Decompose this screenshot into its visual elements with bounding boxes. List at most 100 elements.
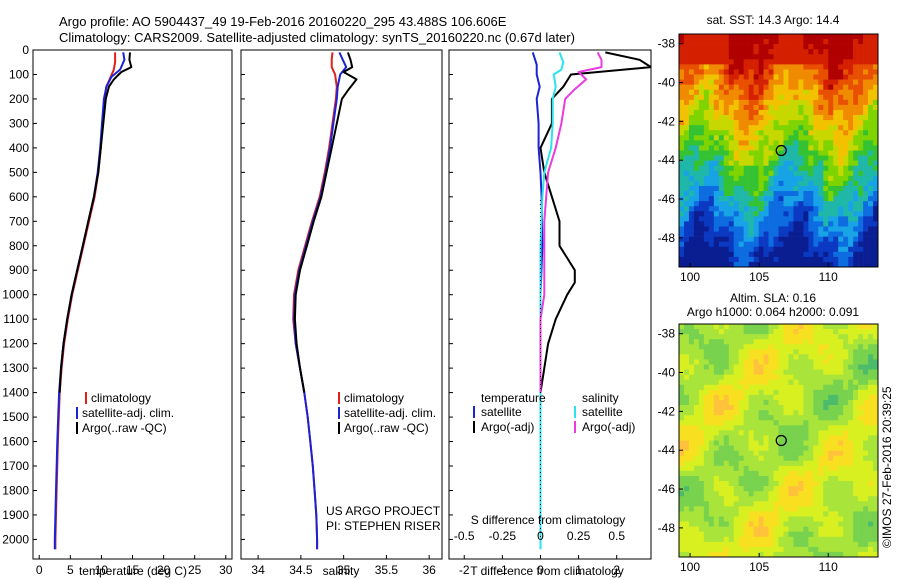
map-cell <box>778 196 784 202</box>
map-cell <box>863 496 869 502</box>
map-cell <box>768 140 774 146</box>
map-cell <box>703 94 710 101</box>
map-cell <box>823 389 829 396</box>
map-cell <box>798 160 804 166</box>
map-cell <box>868 481 874 487</box>
map-cell <box>738 546 744 553</box>
map-cell <box>868 344 874 350</box>
map-cell <box>718 180 725 187</box>
map-cell <box>703 536 710 543</box>
map-cell <box>768 384 774 391</box>
map-cell <box>773 180 779 187</box>
map-cell <box>818 34 824 40</box>
map-cell <box>723 364 730 370</box>
map-cell <box>823 170 829 177</box>
map-cell <box>803 364 809 370</box>
map-cell <box>823 49 829 55</box>
map-y-tick-label: -44 <box>658 443 676 457</box>
map-cell <box>693 430 700 436</box>
map-cell <box>728 475 735 482</box>
map-cell <box>758 526 764 532</box>
map-cell <box>763 109 769 116</box>
map-cell <box>703 54 710 60</box>
map-cell <box>683 511 690 517</box>
map-cell <box>683 445 690 451</box>
map-cell <box>843 425 849 431</box>
map-cell <box>843 546 849 553</box>
map-cell <box>738 379 744 386</box>
map-cell <box>853 551 859 558</box>
map-cell <box>723 211 730 217</box>
map-cell <box>723 170 730 177</box>
map-cell <box>753 160 759 166</box>
map-cell <box>713 231 720 237</box>
map-cell <box>808 145 814 151</box>
map-cell <box>838 445 844 451</box>
map-cell <box>823 410 829 416</box>
map-cell <box>823 349 829 355</box>
map-cell <box>823 420 829 426</box>
map-cell <box>788 59 794 65</box>
map-cell <box>738 226 744 232</box>
map-cell <box>693 99 700 106</box>
map-cell <box>703 251 710 258</box>
map-cell <box>798 384 804 391</box>
map-cell <box>808 94 814 101</box>
map-cell <box>688 150 695 156</box>
map-cell <box>738 99 744 106</box>
map-cell <box>703 470 710 477</box>
map-cell <box>818 261 824 268</box>
map-cell <box>743 191 749 197</box>
map-cell <box>733 251 739 258</box>
map-cell <box>698 491 705 497</box>
map-cell <box>723 94 730 101</box>
map-cell <box>698 384 705 391</box>
map-cell <box>873 59 879 65</box>
map-cell <box>868 211 874 217</box>
map-cell <box>738 501 744 507</box>
map-cell <box>838 206 844 212</box>
map-cell <box>858 125 864 131</box>
map-cell <box>828 185 834 192</box>
map-cell <box>828 506 834 512</box>
map-cell <box>763 440 769 446</box>
map-cell <box>803 455 809 462</box>
map-cell <box>738 34 744 40</box>
map-cell <box>753 541 759 548</box>
map-cell <box>763 536 769 543</box>
map-cell <box>858 329 864 335</box>
map-cell <box>818 425 824 431</box>
map-cell <box>688 256 695 263</box>
map-cell <box>768 364 774 370</box>
map-cell <box>683 74 690 80</box>
map-cell <box>763 450 769 456</box>
map-cell <box>738 261 744 268</box>
map-cell <box>858 405 864 411</box>
map-cell <box>753 130 759 136</box>
map-cell <box>718 410 725 416</box>
map-cell <box>828 99 834 106</box>
map-cell <box>773 506 779 512</box>
map-cell <box>713 99 720 106</box>
map-cell <box>803 475 809 482</box>
map-cell <box>843 226 849 232</box>
map-cell <box>683 344 690 350</box>
map-cell <box>743 389 749 396</box>
map-cell <box>693 140 700 146</box>
map-cell <box>853 84 859 91</box>
map-cell <box>818 104 824 111</box>
map-cell <box>773 526 779 532</box>
map-cell <box>773 405 779 411</box>
map-cell <box>828 39 834 45</box>
map-cell <box>858 44 864 50</box>
map-cell <box>728 130 735 136</box>
map-cell <box>843 551 849 558</box>
map-cell <box>853 389 859 396</box>
map-cell <box>778 481 784 487</box>
map-cell <box>723 526 730 532</box>
map-cell <box>688 236 695 242</box>
map-cell <box>708 130 715 136</box>
map-cell <box>738 211 744 217</box>
map-cell <box>768 445 774 451</box>
map-cell <box>803 39 809 45</box>
